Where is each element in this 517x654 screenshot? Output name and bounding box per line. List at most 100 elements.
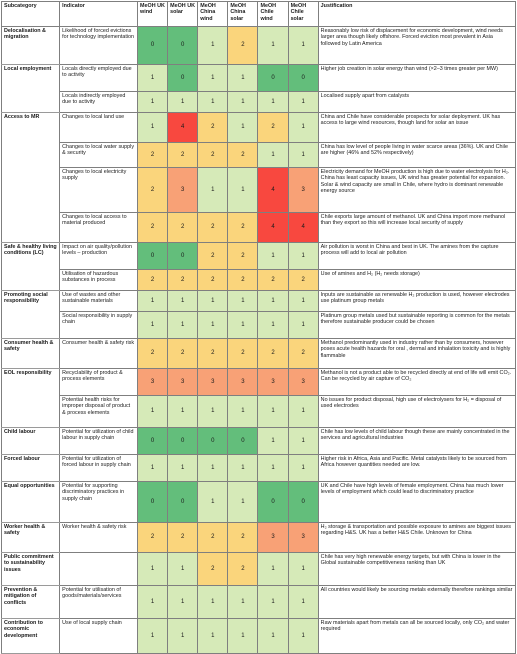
table-row: Potential health risks for improper disp… <box>2 395 517 428</box>
indicator-cell: Changes to local water supply & security <box>59 142 139 168</box>
score-cell: 1 <box>167 395 199 428</box>
indicator-cell: Potential for supporting discriminatory … <box>59 481 139 523</box>
justification-cell: H₂ storage & transportation and possible… <box>317 522 517 553</box>
score-cell: 3 <box>287 522 319 553</box>
score-cell: 2 <box>197 142 229 168</box>
score-cell: 1 <box>287 427 319 455</box>
table-row: Delocalisation & migration Likelihood of … <box>0 26 517 65</box>
score-cell: 1 <box>227 311 259 339</box>
score-cell: 2 <box>227 552 259 586</box>
table-row: Changes to local access to material prod… <box>2 212 517 243</box>
indicator-cell: Locals directly employed due to activity <box>59 64 139 92</box>
score-cell: 1 <box>137 64 169 92</box>
indicator-cell: Changes to local land use <box>59 112 139 143</box>
justification-cell: Chile has low levels of child labour tho… <box>317 427 517 455</box>
score-cell: 0 <box>167 242 199 270</box>
score-cell: 2 <box>197 552 229 586</box>
score-cell: 1 <box>137 552 169 586</box>
score-cell: 0 <box>167 26 199 65</box>
score-cell: 0 <box>257 64 289 92</box>
score-cell: 1 <box>197 167 229 213</box>
subcategory-cell: Access to MR <box>0 112 61 243</box>
score-cell: 2 <box>197 212 229 243</box>
subcategory-cell: Forced labour <box>0 454 61 482</box>
score-cell: 0 <box>227 427 259 455</box>
subcategory-cell: Child labour <box>0 427 61 455</box>
score-cell: 2 <box>197 338 229 369</box>
justification-cell: Reasonably low risk of displacement for … <box>317 26 517 65</box>
score-cell: 1 <box>227 64 259 92</box>
score-cell: 1 <box>167 552 199 586</box>
indicator-cell: Social responsibility in supply chain <box>59 311 139 339</box>
subcategory-cell: Prevention & mitigation of conflicts <box>0 585 61 619</box>
indicator-cell: Use of wastes and other sustainable mate… <box>59 290 139 312</box>
score-cell: 1 <box>257 395 289 428</box>
score-cell: 1 <box>287 585 319 619</box>
table-body: Delocalisation & migration Likelihood of … <box>0 26 517 654</box>
indicator-cell <box>59 552 139 586</box>
score-cell: 2 <box>227 212 259 243</box>
indicator-cell: Potential for utilization of child labou… <box>59 427 139 455</box>
justification-cell: Use of amines and H₂ (H₂ needs storage) <box>317 269 517 291</box>
score-cell: 2 <box>137 522 169 553</box>
score-cell: 1 <box>227 618 259 654</box>
subcategory-cell: Safe & healthy living conditions (LC) <box>0 242 61 291</box>
table-row: Utilisation of hazardous substances in p… <box>2 269 517 291</box>
score-cell: 1 <box>257 91 289 113</box>
indicator-cell: Likelihood of forced evictions for techn… <box>59 26 139 65</box>
justification-cell: Air pollution is worst in China and best… <box>317 242 517 270</box>
score-cell: 1 <box>137 585 169 619</box>
subcategory-cell: Contribution to economic development <box>0 618 61 654</box>
score-cell: 0 <box>287 481 319 523</box>
justification-cell: Higher risk in Africa, Asia and Pacific.… <box>317 454 517 482</box>
score-cell: 2 <box>167 269 199 291</box>
score-cell: 2 <box>227 242 259 270</box>
subcategory-cell: Public commitment to sustainability issu… <box>0 552 61 586</box>
score-cell: 1 <box>257 290 289 312</box>
score-cell: 1 <box>257 454 289 482</box>
score-cell: 1 <box>197 64 229 92</box>
indicator-cell: Impact on air quality/pollution levels –… <box>59 242 139 270</box>
score-cell: 1 <box>257 427 289 455</box>
score-cell: 1 <box>257 26 289 65</box>
score-cell: 1 <box>167 454 199 482</box>
score-cell: 2 <box>227 338 259 369</box>
score-cell: 2 <box>227 269 259 291</box>
score-cell: 2 <box>227 26 259 65</box>
justification-cell: Raw materials apart from metals can all … <box>317 618 517 654</box>
table-row: Local employment Locals directly employed… <box>0 64 517 113</box>
score-cell: 2 <box>197 242 229 270</box>
score-cell: 1 <box>227 395 259 428</box>
score-cell: 1 <box>137 311 169 339</box>
header-meoh-uk-solar: MeOH UK solar <box>167 1 199 27</box>
header-meoh-china-solar: MeOH China solar <box>227 1 259 27</box>
score-cell: 2 <box>167 212 199 243</box>
score-cell: 1 <box>197 26 229 65</box>
header-meoh-chile-solar: MeOH Chile solar <box>287 1 319 27</box>
score-cell: 2 <box>197 522 229 553</box>
score-cell: 4 <box>257 167 289 213</box>
score-cell: 1 <box>227 290 259 312</box>
score-cell: 1 <box>137 91 169 113</box>
score-cell: 1 <box>167 91 199 113</box>
score-cell: 0 <box>257 481 289 523</box>
score-cell: 2 <box>197 112 229 143</box>
score-cell: 1 <box>197 290 229 312</box>
score-cell: 3 <box>167 167 199 213</box>
score-cell: 2 <box>137 338 169 369</box>
table-row: EOL responsibility Recyclability of produ… <box>0 368 517 428</box>
score-cell: 1 <box>287 454 319 482</box>
justification-cell: Localised supply apart from catalysts <box>317 91 517 113</box>
score-cell: 1 <box>287 26 319 65</box>
table-row: Contribution to economic development Use … <box>0 618 517 654</box>
justification-cell: Chile has very high renewable energy tar… <box>317 552 517 586</box>
indicator-cell: Locals indirectly employed due to activi… <box>59 91 139 113</box>
justification-cell: Platinum group metals used but sustainab… <box>317 311 517 339</box>
score-cell: 2 <box>257 269 289 291</box>
justification-cell: UK and Chile have high levels of female … <box>317 481 517 523</box>
subcategory-cell: EOL responsibility <box>0 368 61 428</box>
subcategory-cell: Worker health & safety <box>0 522 61 553</box>
score-cell: 1 <box>197 585 229 619</box>
score-cell: 3 <box>227 368 259 396</box>
score-cell: 2 <box>227 522 259 553</box>
